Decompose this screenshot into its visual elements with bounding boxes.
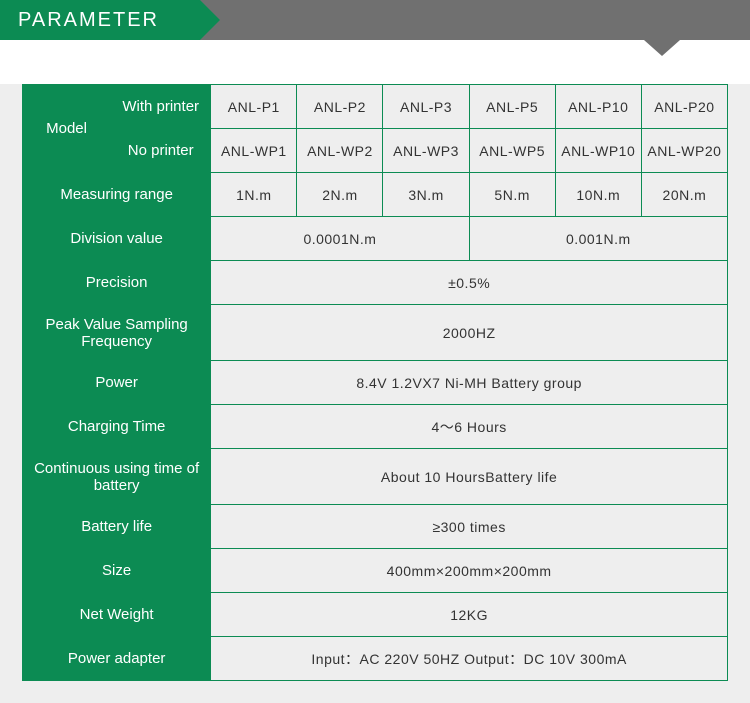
label-model: Model <box>23 85 111 173</box>
cell-model: ANL-WP20 <box>641 129 727 173</box>
cell-precision: ±0.5% <box>211 261 728 305</box>
cell-range: 2N.m <box>297 173 383 217</box>
cell-peak: 2000HZ <box>211 305 728 361</box>
table-row: Size 400mm×200mm×200mm <box>23 549 728 593</box>
cell-model: ANL-WP1 <box>211 129 297 173</box>
table-row: Continuous using time of battery About 1… <box>23 449 728 505</box>
table-row: Charging Time 4～6 Hours <box>23 405 728 449</box>
cell-adapter: Input：AC 220V 50HZ Output：DC 10V 300mA <box>211 637 728 681</box>
header-bar: PARAMETER <box>0 0 750 40</box>
label-net-weight: Net Weight <box>23 593 211 637</box>
cell-size: 400mm×200mm×200mm <box>211 549 728 593</box>
label-division: Division value <box>23 217 211 261</box>
cell-range: 5N.m <box>469 173 555 217</box>
label-power: Power <box>23 361 211 405</box>
table-row: Division value 0.0001N.m 0.001N.m <box>23 217 728 261</box>
cell-model: ANL-P5 <box>469 85 555 129</box>
table-row: Peak Value Sampling Frequency 2000HZ <box>23 305 728 361</box>
cell-division-left: 0.0001N.m <box>211 217 469 261</box>
cell-model: ANL-WP2 <box>297 129 383 173</box>
cell-range: 3N.m <box>383 173 469 217</box>
table-row: Battery life ≥300 times <box>23 505 728 549</box>
cell-range: 1N.m <box>211 173 297 217</box>
parameter-table: Model With printer ANL-P1 ANL-P2 ANL-P3 … <box>22 84 728 681</box>
table-row: Model With printer ANL-P1 ANL-P2 ANL-P3 … <box>23 85 728 129</box>
cell-net-weight: 12KG <box>211 593 728 637</box>
cell-model: ANL-P2 <box>297 85 383 129</box>
table-row: Measuring range 1N.m 2N.m 3N.m 5N.m 10N.… <box>23 173 728 217</box>
table-row: No printer ANL-WP1 ANL-WP2 ANL-WP3 ANL-W… <box>23 129 728 173</box>
cell-charging: 4～6 Hours <box>211 405 728 449</box>
header-title: PARAMETER <box>0 0 200 40</box>
header-spacer <box>0 40 750 84</box>
cell-range: 20N.m <box>641 173 727 217</box>
cell-range: 10N.m <box>555 173 641 217</box>
label-charging: Charging Time <box>23 405 211 449</box>
cell-model: ANL-WP10 <box>555 129 641 173</box>
cell-model: ANL-P10 <box>555 85 641 129</box>
table-row: Power adapter Input：AC 220V 50HZ Output：… <box>23 637 728 681</box>
cell-division-right: 0.001N.m <box>469 217 727 261</box>
label-no-printer: No printer <box>111 129 211 173</box>
label-with-printer: With printer <box>111 85 211 129</box>
cell-continuous: About 10 HoursBattery life <box>211 449 728 505</box>
label-precision: Precision <box>23 261 211 305</box>
cell-model: ANL-WP5 <box>469 129 555 173</box>
table-row: Precision ±0.5% <box>23 261 728 305</box>
label-battery-life: Battery life <box>23 505 211 549</box>
cell-battery-life: ≥300 times <box>211 505 728 549</box>
table-row: Net Weight 12KG <box>23 593 728 637</box>
label-measuring-range: Measuring range <box>23 173 211 217</box>
cell-model: ANL-WP3 <box>383 129 469 173</box>
label-size: Size <box>23 549 211 593</box>
parameter-table-wrap: Model With printer ANL-P1 ANL-P2 ANL-P3 … <box>0 84 750 703</box>
cell-power: 8.4V 1.2VX7 Ni-MH Battery group <box>211 361 728 405</box>
arrow-down-icon <box>644 40 680 56</box>
cell-model: ANL-P1 <box>211 85 297 129</box>
cell-model: ANL-P3 <box>383 85 469 129</box>
cell-model: ANL-P20 <box>641 85 727 129</box>
label-adapter: Power adapter <box>23 637 211 681</box>
label-continuous: Continuous using time of battery <box>23 449 211 505</box>
label-peak: Peak Value Sampling Frequency <box>23 305 211 361</box>
table-row: Power 8.4V 1.2VX7 Ni-MH Battery group <box>23 361 728 405</box>
